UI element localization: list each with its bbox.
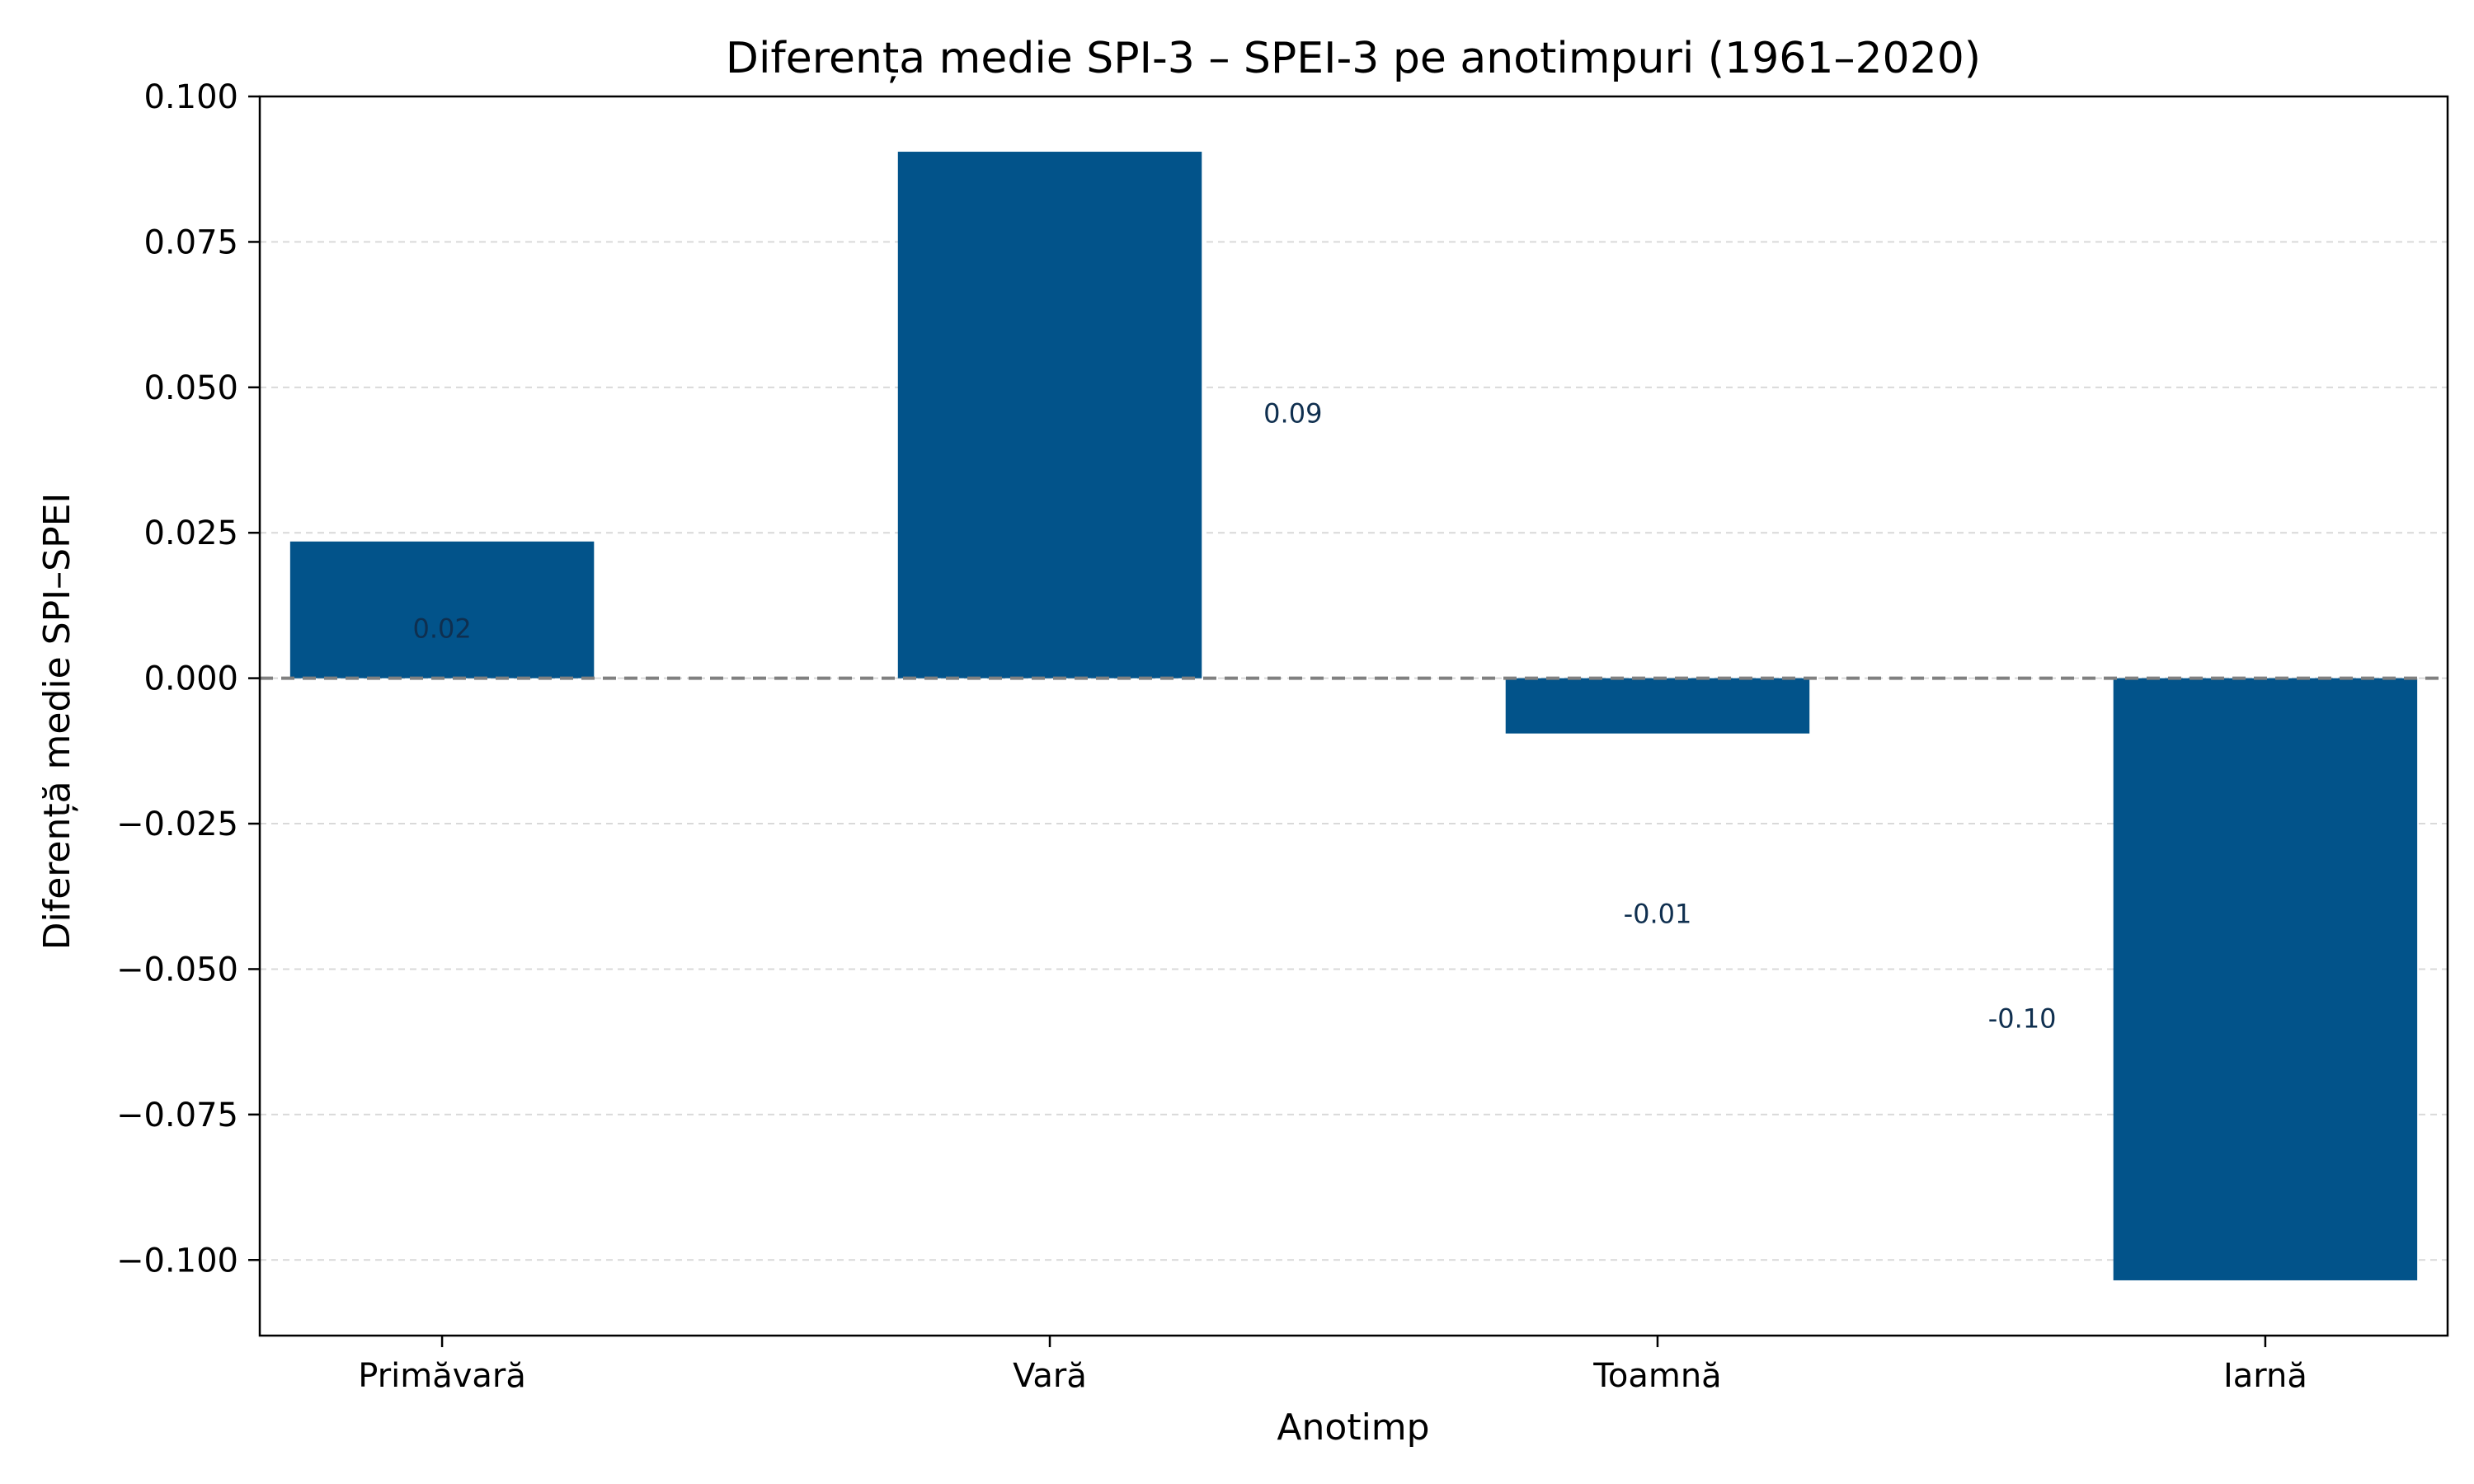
bar: [2113, 678, 2418, 1280]
x-tick-label: Toamnă: [1592, 1357, 1721, 1395]
x-tick-label: Vară: [1013, 1357, 1087, 1395]
y-tick-label: 0.100: [143, 78, 238, 116]
y-tick-label: 0.025: [143, 514, 238, 552]
x-axis-label: Anotimp: [1277, 1407, 1429, 1449]
x-tick-label: Iarnă: [2223, 1357, 2307, 1395]
y-tick-label: 0.000: [143, 660, 238, 698]
y-axis-label: Diferență medie SPI–SPEI: [36, 493, 78, 951]
y-tick-label: −0.100: [116, 1242, 238, 1280]
data-label: -0.01: [1624, 898, 1692, 929]
y-tick-label: 0.050: [143, 369, 238, 407]
y-tick-label: −0.050: [116, 951, 238, 989]
bars: [289, 152, 2418, 1280]
x-tick-label: Primăvară: [358, 1357, 526, 1395]
bar: [289, 541, 595, 679]
data-label: 0.09: [1263, 398, 1322, 430]
chart-title: Diferența medie SPI-3 – SPEI-3 pe anotim…: [726, 34, 1981, 83]
axes: −0.100 −0.075 −0.050 −0.025 0.000 0.025 0.050 0…: [116, 78, 2449, 1395]
y-tick-label: −0.025: [116, 805, 238, 843]
data-labels: 0.02 0.09 -0.01 -0.10: [412, 398, 2056, 1035]
y-tick-label: −0.075: [116, 1097, 238, 1134]
bar: [1505, 678, 1810, 734]
bar: [897, 152, 1202, 679]
data-label: -0.10: [1988, 1003, 2057, 1034]
data-label: 0.02: [412, 613, 471, 645]
plot-frame: [258, 95, 2449, 1337]
y-tick-label: 0.075: [143, 223, 238, 261]
